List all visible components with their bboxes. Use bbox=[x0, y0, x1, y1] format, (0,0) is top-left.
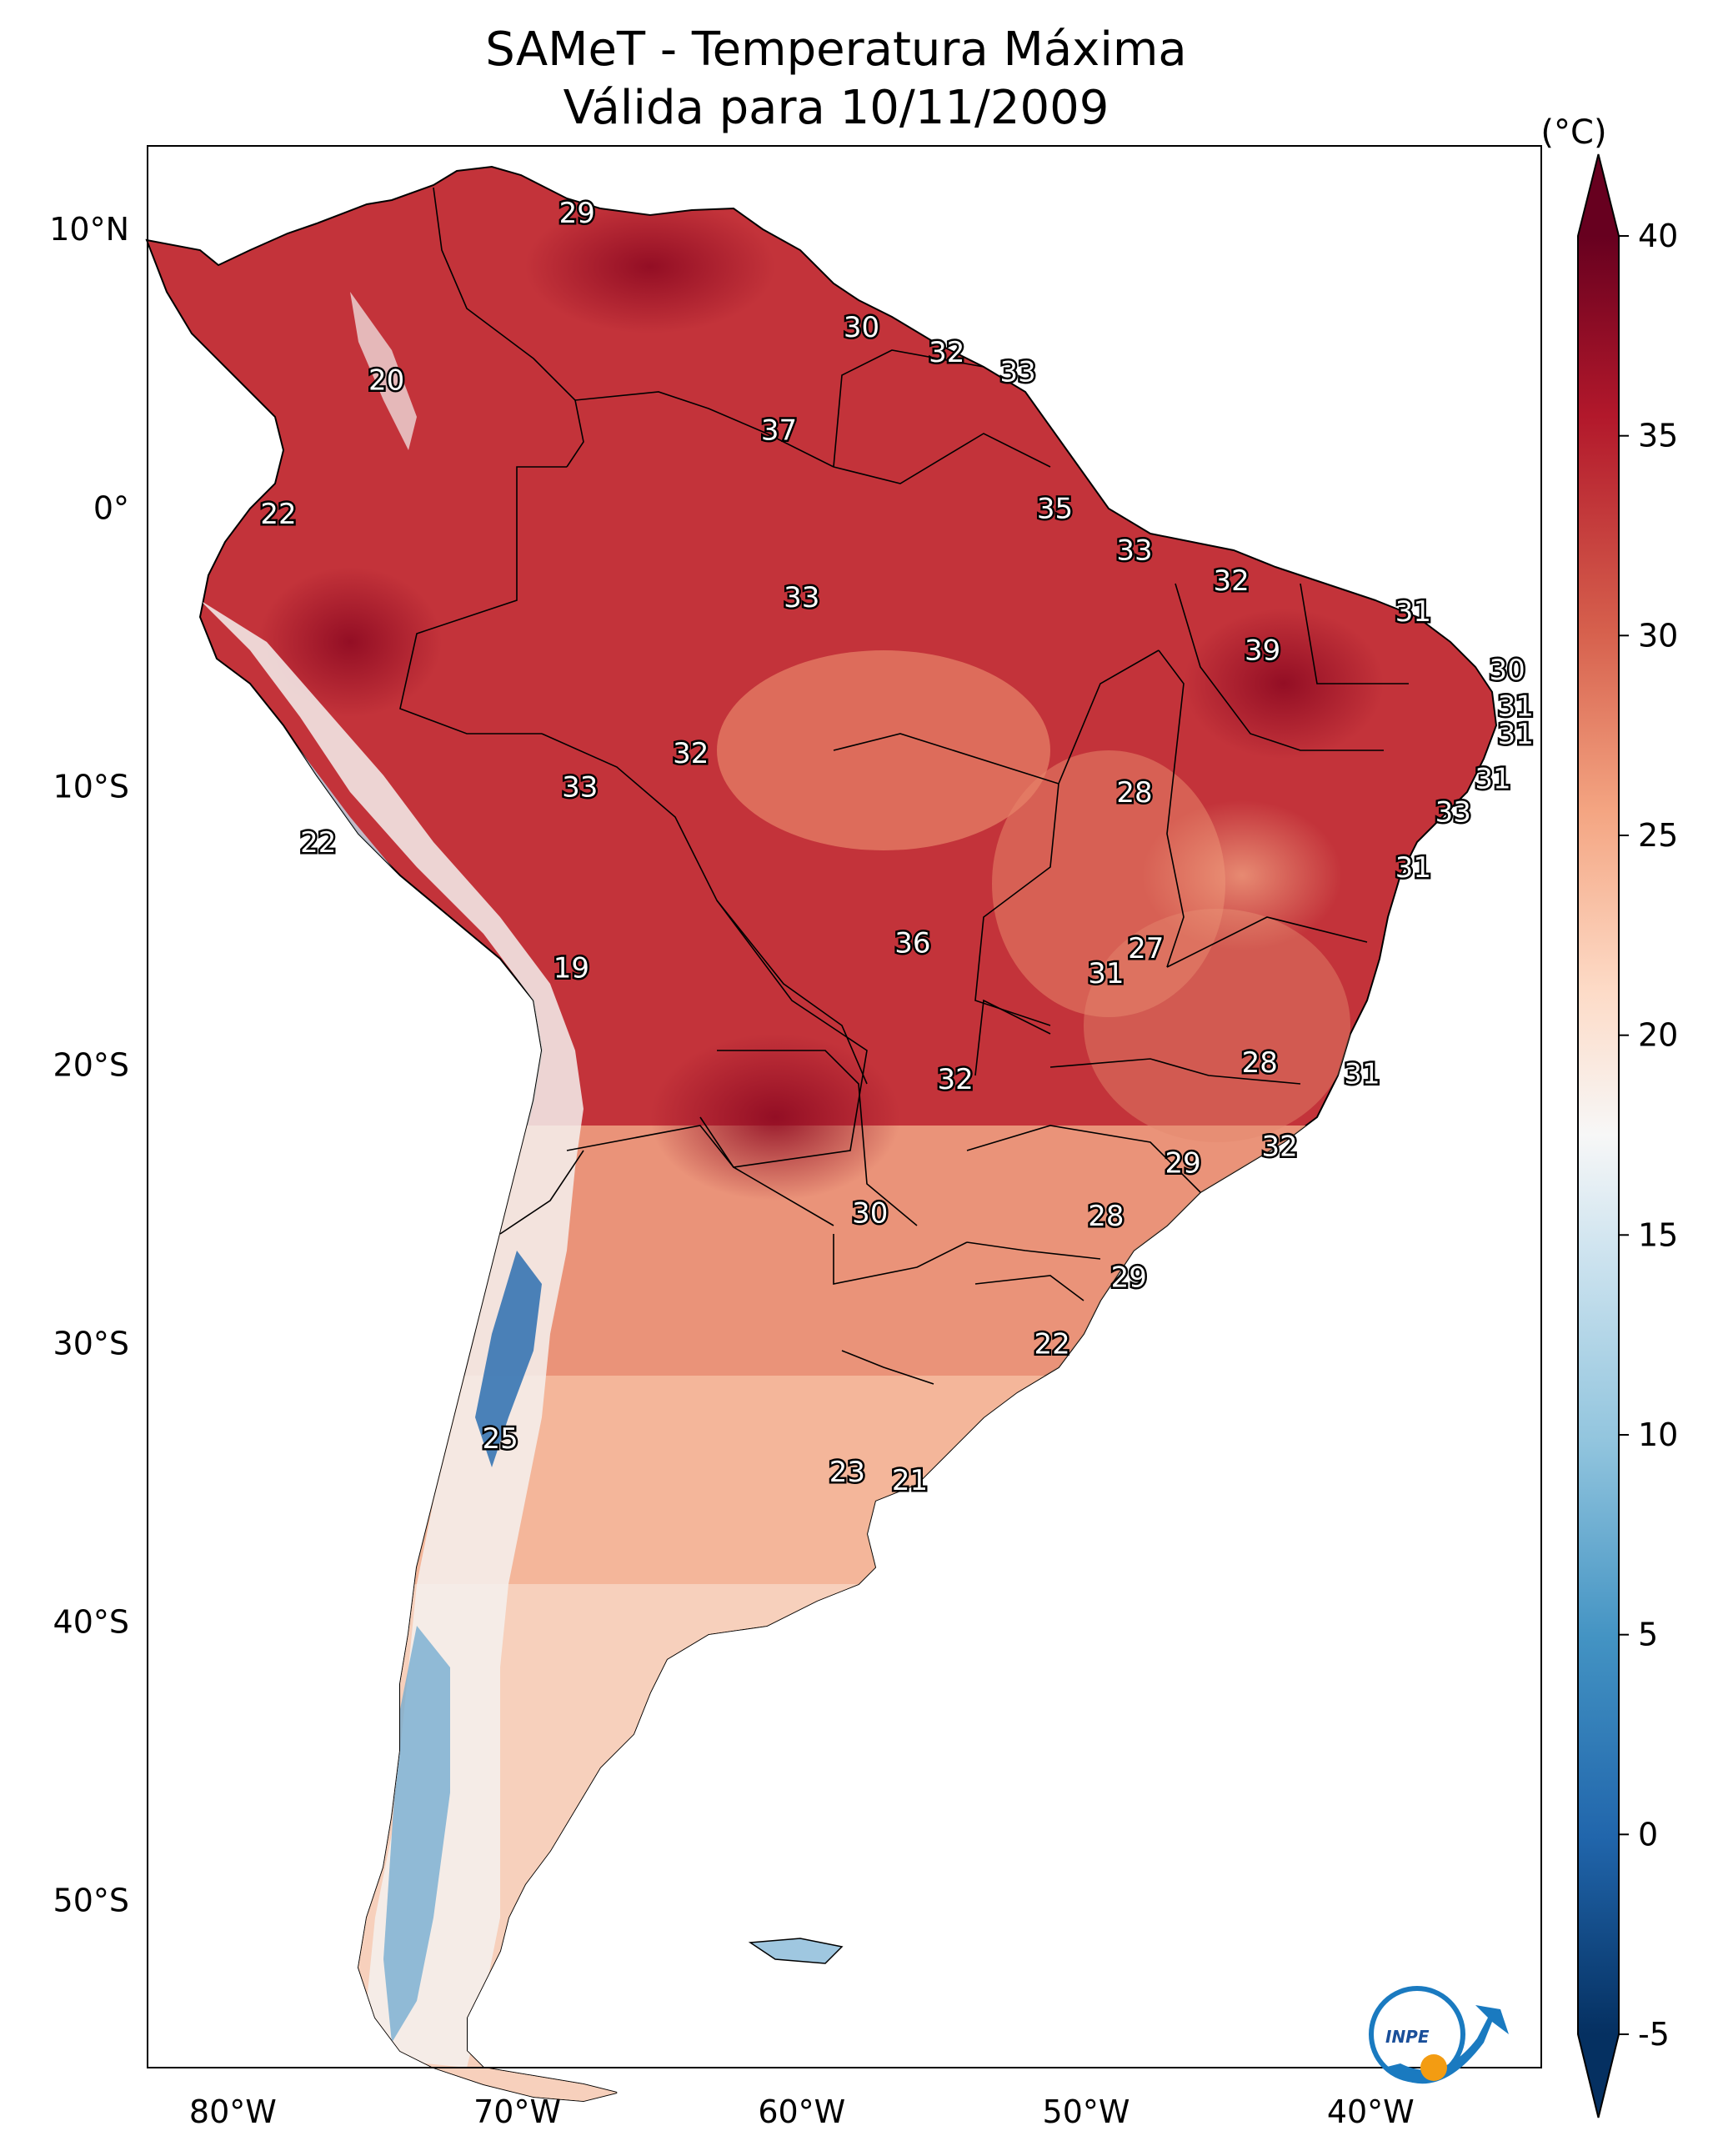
station-value-label: 29 bbox=[559, 197, 595, 230]
station-value-label: 19 bbox=[553, 952, 589, 985]
station-value-label: 32 bbox=[929, 336, 964, 369]
station-value-label: 20 bbox=[368, 364, 404, 398]
lon-tick-label: 40°W bbox=[1327, 2093, 1415, 2130]
title-line1: SAMeT - Temperatura Máxima bbox=[485, 23, 1187, 77]
station-value-label: 36 bbox=[894, 926, 930, 960]
logo-text: INPE bbox=[1385, 2027, 1430, 2047]
station-value-label: 29 bbox=[1165, 1146, 1200, 1180]
lat-tick-label: 10°S bbox=[53, 768, 129, 805]
station-value-label: 22 bbox=[1034, 1327, 1069, 1361]
station-value-label: 28 bbox=[1116, 776, 1152, 810]
lat-tick-label: 40°S bbox=[53, 1604, 129, 1641]
station-value-label: 30 bbox=[1489, 654, 1525, 687]
station-value-label: 32 bbox=[1213, 564, 1249, 598]
station-value-label: 32 bbox=[937, 1063, 973, 1096]
colorbar-tick-label: 15 bbox=[1638, 1216, 1678, 1253]
station-value-label: 31 bbox=[1475, 762, 1510, 795]
colorbar-tick-label: 5 bbox=[1638, 1617, 1658, 1653]
colorbar-ticks: 40 35 30 25 20 15 10 5 0 -5 bbox=[1619, 218, 1678, 2053]
station-value-label: 33 bbox=[562, 770, 598, 804]
station-value-label: 31 bbox=[1344, 1057, 1380, 1091]
station-value-label: 25 bbox=[482, 1422, 518, 1456]
lat-tick-label: 50°S bbox=[53, 1883, 129, 1919]
station-value-label: 33 bbox=[1116, 534, 1152, 567]
colorbar-bar bbox=[1578, 236, 1619, 2034]
title-line2: Válida para 10/11/2009 bbox=[563, 81, 1109, 135]
station-value-label: 28 bbox=[1242, 1046, 1278, 1080]
station-value-label: 30 bbox=[852, 1196, 888, 1230]
colorbar: (°C) 40 35 30 25 20 15 10 5 0 -5 bbox=[1540, 113, 1678, 2118]
station-value-label: 21 bbox=[892, 1464, 928, 1497]
lon-tick-label: 50°W bbox=[1043, 2093, 1130, 2130]
station-value-label: 32 bbox=[1261, 1130, 1297, 1163]
station-value-label: 32 bbox=[673, 737, 709, 770]
colorbar-low-arrow bbox=[1578, 2034, 1619, 2118]
station-value-label: 39 bbox=[1245, 634, 1280, 668]
map-frame bbox=[147, 145, 1542, 2068]
lon-tick-label: 70°W bbox=[473, 2093, 561, 2130]
longitude-ticks: 80°W 70°W 60°W 50°W 40°W bbox=[189, 2093, 1415, 2130]
station-value-label: 31 bbox=[1498, 690, 1534, 724]
station-value-label: 33 bbox=[999, 356, 1035, 389]
station-value-label: 30 bbox=[844, 311, 879, 344]
logo-sun-icon bbox=[1420, 2054, 1447, 2081]
inpe-logo: INPE bbox=[1369, 1986, 1509, 2084]
station-value-label: 31 bbox=[1395, 851, 1431, 885]
lat-tick-label: 30°S bbox=[53, 1325, 129, 1361]
colorbar-tick-label: 25 bbox=[1638, 817, 1678, 854]
station-value-label: 31 bbox=[1498, 718, 1534, 751]
falkland-islands bbox=[748, 1938, 844, 1964]
station-value-label: 23 bbox=[829, 1456, 865, 1489]
latitude-ticks: 10°N 0° 10°S 20°S 30°S 40°S 50°S bbox=[49, 211, 129, 1918]
colorbar-tick-label: 10 bbox=[1638, 1416, 1678, 1453]
station-value-label: 28 bbox=[1088, 1200, 1124, 1233]
colorbar-tick-label: -5 bbox=[1638, 2016, 1670, 2053]
colorbar-tick-label: 0 bbox=[1638, 1816, 1658, 1853]
station-value-label: 22 bbox=[260, 498, 296, 531]
lat-tick-label: 10°N bbox=[49, 211, 129, 248]
lat-tick-label: 0° bbox=[93, 489, 129, 526]
station-value-label: 31 bbox=[1395, 595, 1431, 629]
station-value-label: 33 bbox=[784, 581, 819, 614]
lat-tick-label: 20°S bbox=[53, 1046, 129, 1083]
colorbar-tick-label: 30 bbox=[1638, 617, 1678, 654]
station-value-label: 33 bbox=[1435, 795, 1471, 829]
station-value-label: 35 bbox=[1037, 492, 1073, 525]
station-value-label: 31 bbox=[1088, 957, 1124, 990]
station-value-label: 27 bbox=[1128, 932, 1164, 965]
colorbar-tick-label: 20 bbox=[1638, 1017, 1678, 1054]
lon-tick-label: 80°W bbox=[189, 2093, 277, 2130]
station-value-label: 37 bbox=[761, 414, 797, 448]
country-borders bbox=[399, 187, 1409, 1385]
lon-tick-label: 60°W bbox=[758, 2093, 845, 2130]
colorbar-high-arrow bbox=[1578, 154, 1619, 236]
colorbar-tick-label: 35 bbox=[1638, 418, 1678, 454]
station-value-label: 22 bbox=[300, 826, 336, 860]
colorbar-tick-label: 40 bbox=[1638, 218, 1678, 254]
colorbar-unit: (°C) bbox=[1540, 113, 1606, 152]
station-value-label: 29 bbox=[1111, 1261, 1147, 1294]
